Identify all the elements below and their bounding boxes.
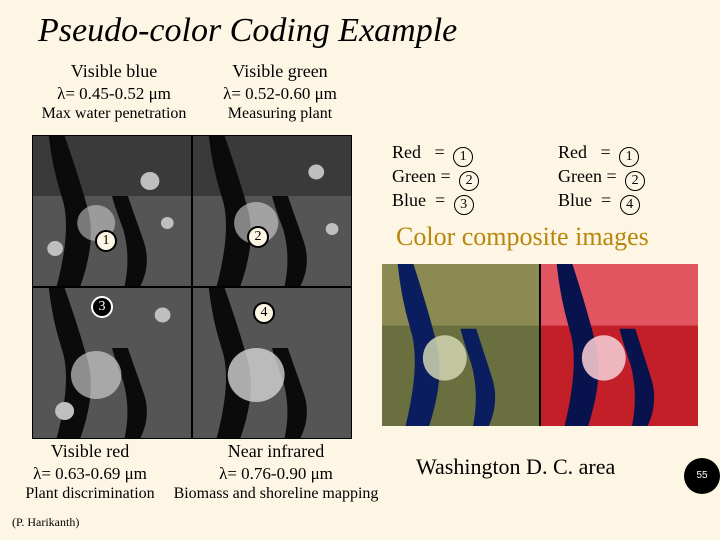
location-caption: Washington D. C. area bbox=[416, 454, 615, 480]
mapping-a-blue-badge: 3 bbox=[454, 195, 474, 215]
satellite-grid: 1 2 3 4 bbox=[32, 135, 352, 439]
mapping-a-red-badge: 1 bbox=[453, 147, 473, 167]
composite-b-img bbox=[541, 264, 698, 426]
mapping-a-green-badge: 2 bbox=[459, 171, 479, 191]
badge-3: 3 bbox=[91, 296, 113, 318]
mapping-b-green: Green = 2 bbox=[558, 166, 645, 191]
composite-b bbox=[541, 264, 698, 426]
mapping-b-red: Red = 1 bbox=[558, 142, 639, 167]
composite-grid bbox=[382, 264, 698, 426]
sat-cell-1: 1 bbox=[33, 136, 191, 286]
band-3-name: Visible red bbox=[0, 440, 180, 463]
mapping-b-blue-badge: 4 bbox=[620, 195, 640, 215]
band-1-name: Visible blue bbox=[34, 60, 194, 83]
band-1-desc: Max water penetration bbox=[34, 104, 194, 124]
band-3-desc: Plant discrimination bbox=[0, 484, 180, 504]
mapping-b-green-badge: 2 bbox=[625, 171, 645, 191]
badge-2: 2 bbox=[247, 226, 269, 248]
band-4-label: Near infrared λ= 0.76-0.90 μm Biomass an… bbox=[156, 440, 396, 504]
band-3-wave: λ= 0.63-0.69 μm bbox=[0, 463, 180, 484]
composite-a-img bbox=[382, 264, 539, 426]
sat-cell-2: 2 bbox=[193, 136, 351, 286]
mapping-a-green: Green = 2 bbox=[392, 166, 479, 191]
sat-cell-4: 4 bbox=[193, 288, 351, 438]
composite-a bbox=[382, 264, 539, 426]
badge-4: 4 bbox=[253, 302, 275, 324]
band-2-wave: λ= 0.52-0.60 μm bbox=[200, 83, 360, 104]
band-1-wave: λ= 0.45-0.52 μm bbox=[34, 83, 194, 104]
credit: (P. Harikanth) bbox=[12, 515, 79, 530]
mapping-a-blue: Blue = 3 bbox=[392, 190, 474, 215]
badge-1: 1 bbox=[95, 230, 117, 252]
band-4-desc: Biomass and shoreline mapping bbox=[156, 484, 396, 504]
sat-image-1 bbox=[33, 136, 191, 286]
band-2-label: Visible green λ= 0.52-0.60 μm Measuring … bbox=[200, 60, 360, 124]
sat-image-2 bbox=[193, 136, 351, 286]
band-3-label: Visible red λ= 0.63-0.69 μm Plant discri… bbox=[0, 440, 180, 504]
mapping-b-blue: Blue = 4 bbox=[558, 190, 640, 215]
page-number: 55 bbox=[684, 458, 720, 494]
band-4-name: Near infrared bbox=[156, 440, 396, 463]
mapping-a-red: Red = 1 bbox=[392, 142, 473, 167]
composites-title: Color composite images bbox=[396, 222, 649, 252]
band-2-name: Visible green bbox=[200, 60, 360, 83]
band-1-label: Visible blue λ= 0.45-0.52 μm Max water p… bbox=[34, 60, 194, 124]
slide-title: Pseudo-color Coding Example bbox=[38, 12, 457, 50]
band-2-desc: Measuring plant bbox=[200, 104, 360, 124]
sat-cell-3: 3 bbox=[33, 288, 191, 438]
band-4-wave: λ= 0.76-0.90 μm bbox=[156, 463, 396, 484]
mapping-b-red-badge: 1 bbox=[619, 147, 639, 167]
